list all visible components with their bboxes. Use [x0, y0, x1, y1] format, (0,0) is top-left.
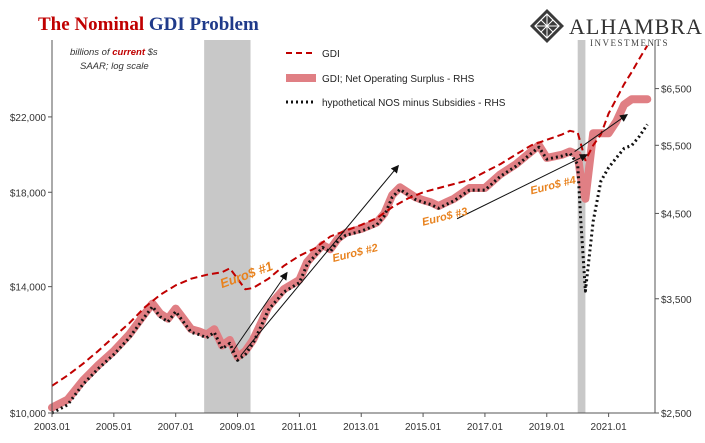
x-tick-label: 2011.01 [282, 422, 318, 433]
right-tick-label: $2,500 [661, 409, 692, 420]
right-tick-label: $6,500 [661, 85, 692, 96]
x-tick-label: 2019.01 [529, 422, 566, 433]
left-tick-label: $18,000 [10, 188, 47, 199]
chart-title: The Nominal GDI Problem [38, 14, 259, 35]
logo-sub: INVESTMENTS [590, 38, 669, 48]
title-part1: The [38, 14, 74, 35]
units-line1: billions of current $s [70, 47, 158, 58]
trend-arrows [230, 114, 628, 356]
legend: GDI GDI; Net Operating Surplus - RHS hyp… [286, 49, 506, 109]
right-tick-label: $3,500 [661, 295, 692, 306]
series-nos-minus-subsidies-line [51, 123, 649, 415]
x-tick-label: 2005.01 [96, 422, 133, 433]
x-tick-label: 2015.01 [405, 422, 442, 433]
title-part2: Nominal [74, 14, 144, 35]
left-tick-label: $10,000 [10, 409, 47, 420]
legend-nos-label: GDI; Net Operating Surplus - RHS [322, 74, 475, 85]
recession-bands [204, 40, 586, 413]
x-tick-label: 2017.01 [467, 422, 504, 433]
x-tick-label: 2009.01 [219, 422, 256, 433]
series-nos-line [48, 95, 652, 412]
left-tick-label: $14,000 [10, 283, 47, 294]
legend-sub-label: hypothetical NOS minus Subsidies - RHS [322, 98, 506, 109]
euro-dollar-label: Euro$ #3 [421, 206, 469, 229]
units-line2: SAAR; log scale [80, 61, 149, 72]
x-tick-label: 2007.01 [158, 422, 195, 433]
left-tick-label: $22,000 [10, 113, 47, 124]
trend-arrow [456, 154, 588, 220]
alhambra-logo: ALHAMBRA INVESTMENTS [530, 9, 703, 48]
axes: $10,000 $14,000 $18,000 $22,000 $2,500 $3,500… [10, 40, 692, 433]
title-part3: GDI Problem [144, 14, 259, 35]
trend-arrow [574, 114, 628, 152]
x-tick-label: 2003.01 [34, 422, 71, 433]
right-tick-label: $5,500 [661, 141, 692, 152]
x-tick-label: 2013.01 [343, 422, 380, 433]
euro-dollar-label: Euro$ #4 [529, 174, 577, 197]
units-note: billions of current $s SAAR; log scale [70, 47, 158, 72]
trend-arrow [230, 271, 288, 354]
legend-gdi-label: GDI [322, 49, 340, 60]
series-gdi-line [51, 45, 649, 387]
logo-name: ALHAMBRA [569, 14, 703, 39]
trend-arrow [240, 164, 399, 356]
x-tick-label: 2021.01 [591, 422, 628, 433]
euro-dollar-label: Euro$ #2 [331, 242, 379, 265]
diamond-lattice-icon [530, 9, 564, 43]
right-tick-label: $4,500 [661, 209, 692, 220]
